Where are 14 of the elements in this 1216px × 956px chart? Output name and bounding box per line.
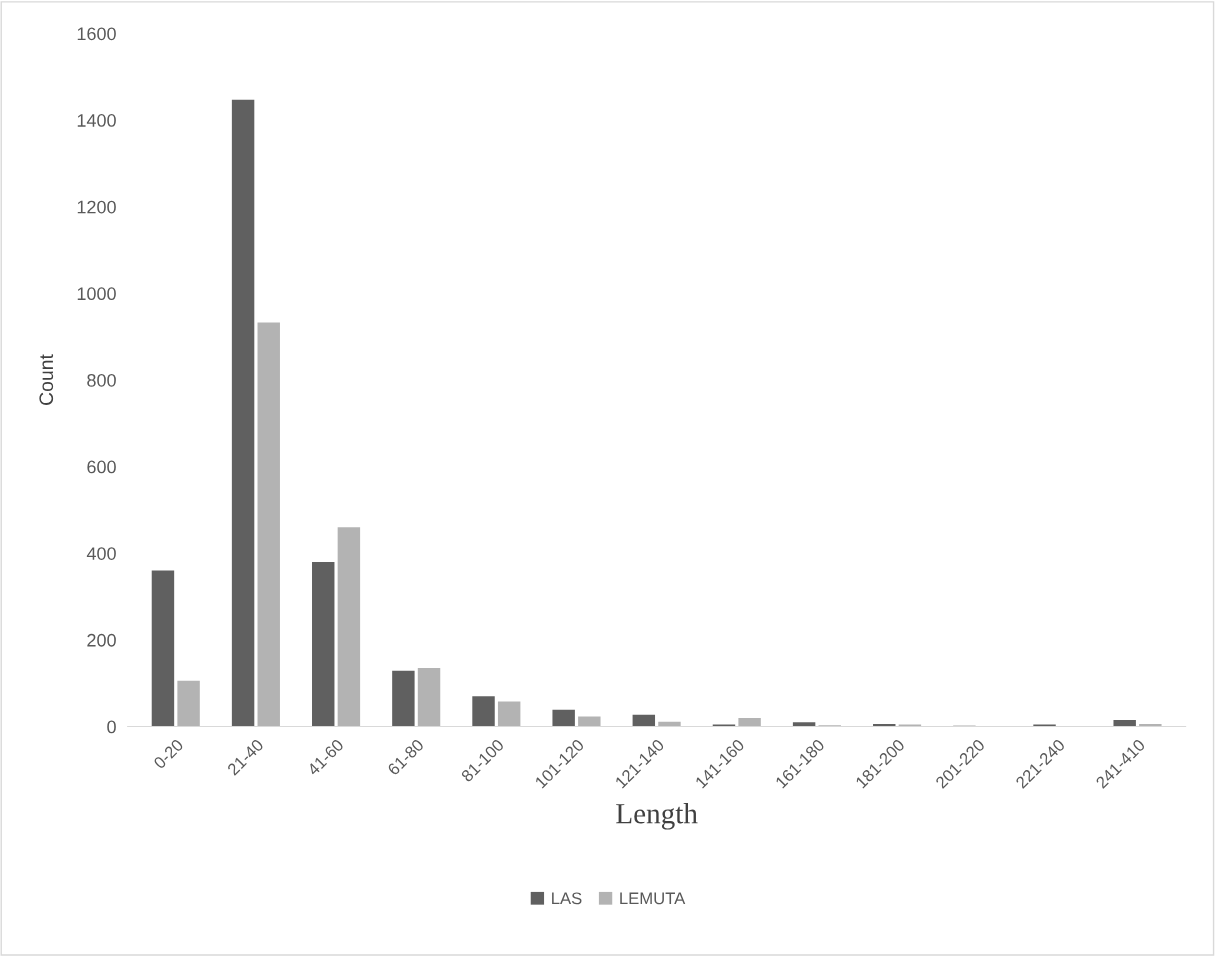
legend-label: LAS xyxy=(552,892,582,905)
y-axis-title: Count xyxy=(39,354,54,405)
y-tick-label: 600 xyxy=(87,460,116,474)
y-tick-label: 1200 xyxy=(77,200,116,214)
y-tick-label: 1000 xyxy=(77,287,116,301)
x-axis-title: Length xyxy=(616,803,698,830)
y-tick-label: 400 xyxy=(86,547,116,561)
legend-label: LEMUTA xyxy=(620,892,686,905)
y-tick-label: 1600 xyxy=(77,27,116,41)
y-tick-label: 0 xyxy=(107,720,116,734)
y-tick-label: 800 xyxy=(87,373,116,387)
x-tick-label: 0-20 xyxy=(152,738,184,770)
y-tick-label: 1400 xyxy=(77,114,116,127)
y-tick-label: 200 xyxy=(87,633,116,647)
